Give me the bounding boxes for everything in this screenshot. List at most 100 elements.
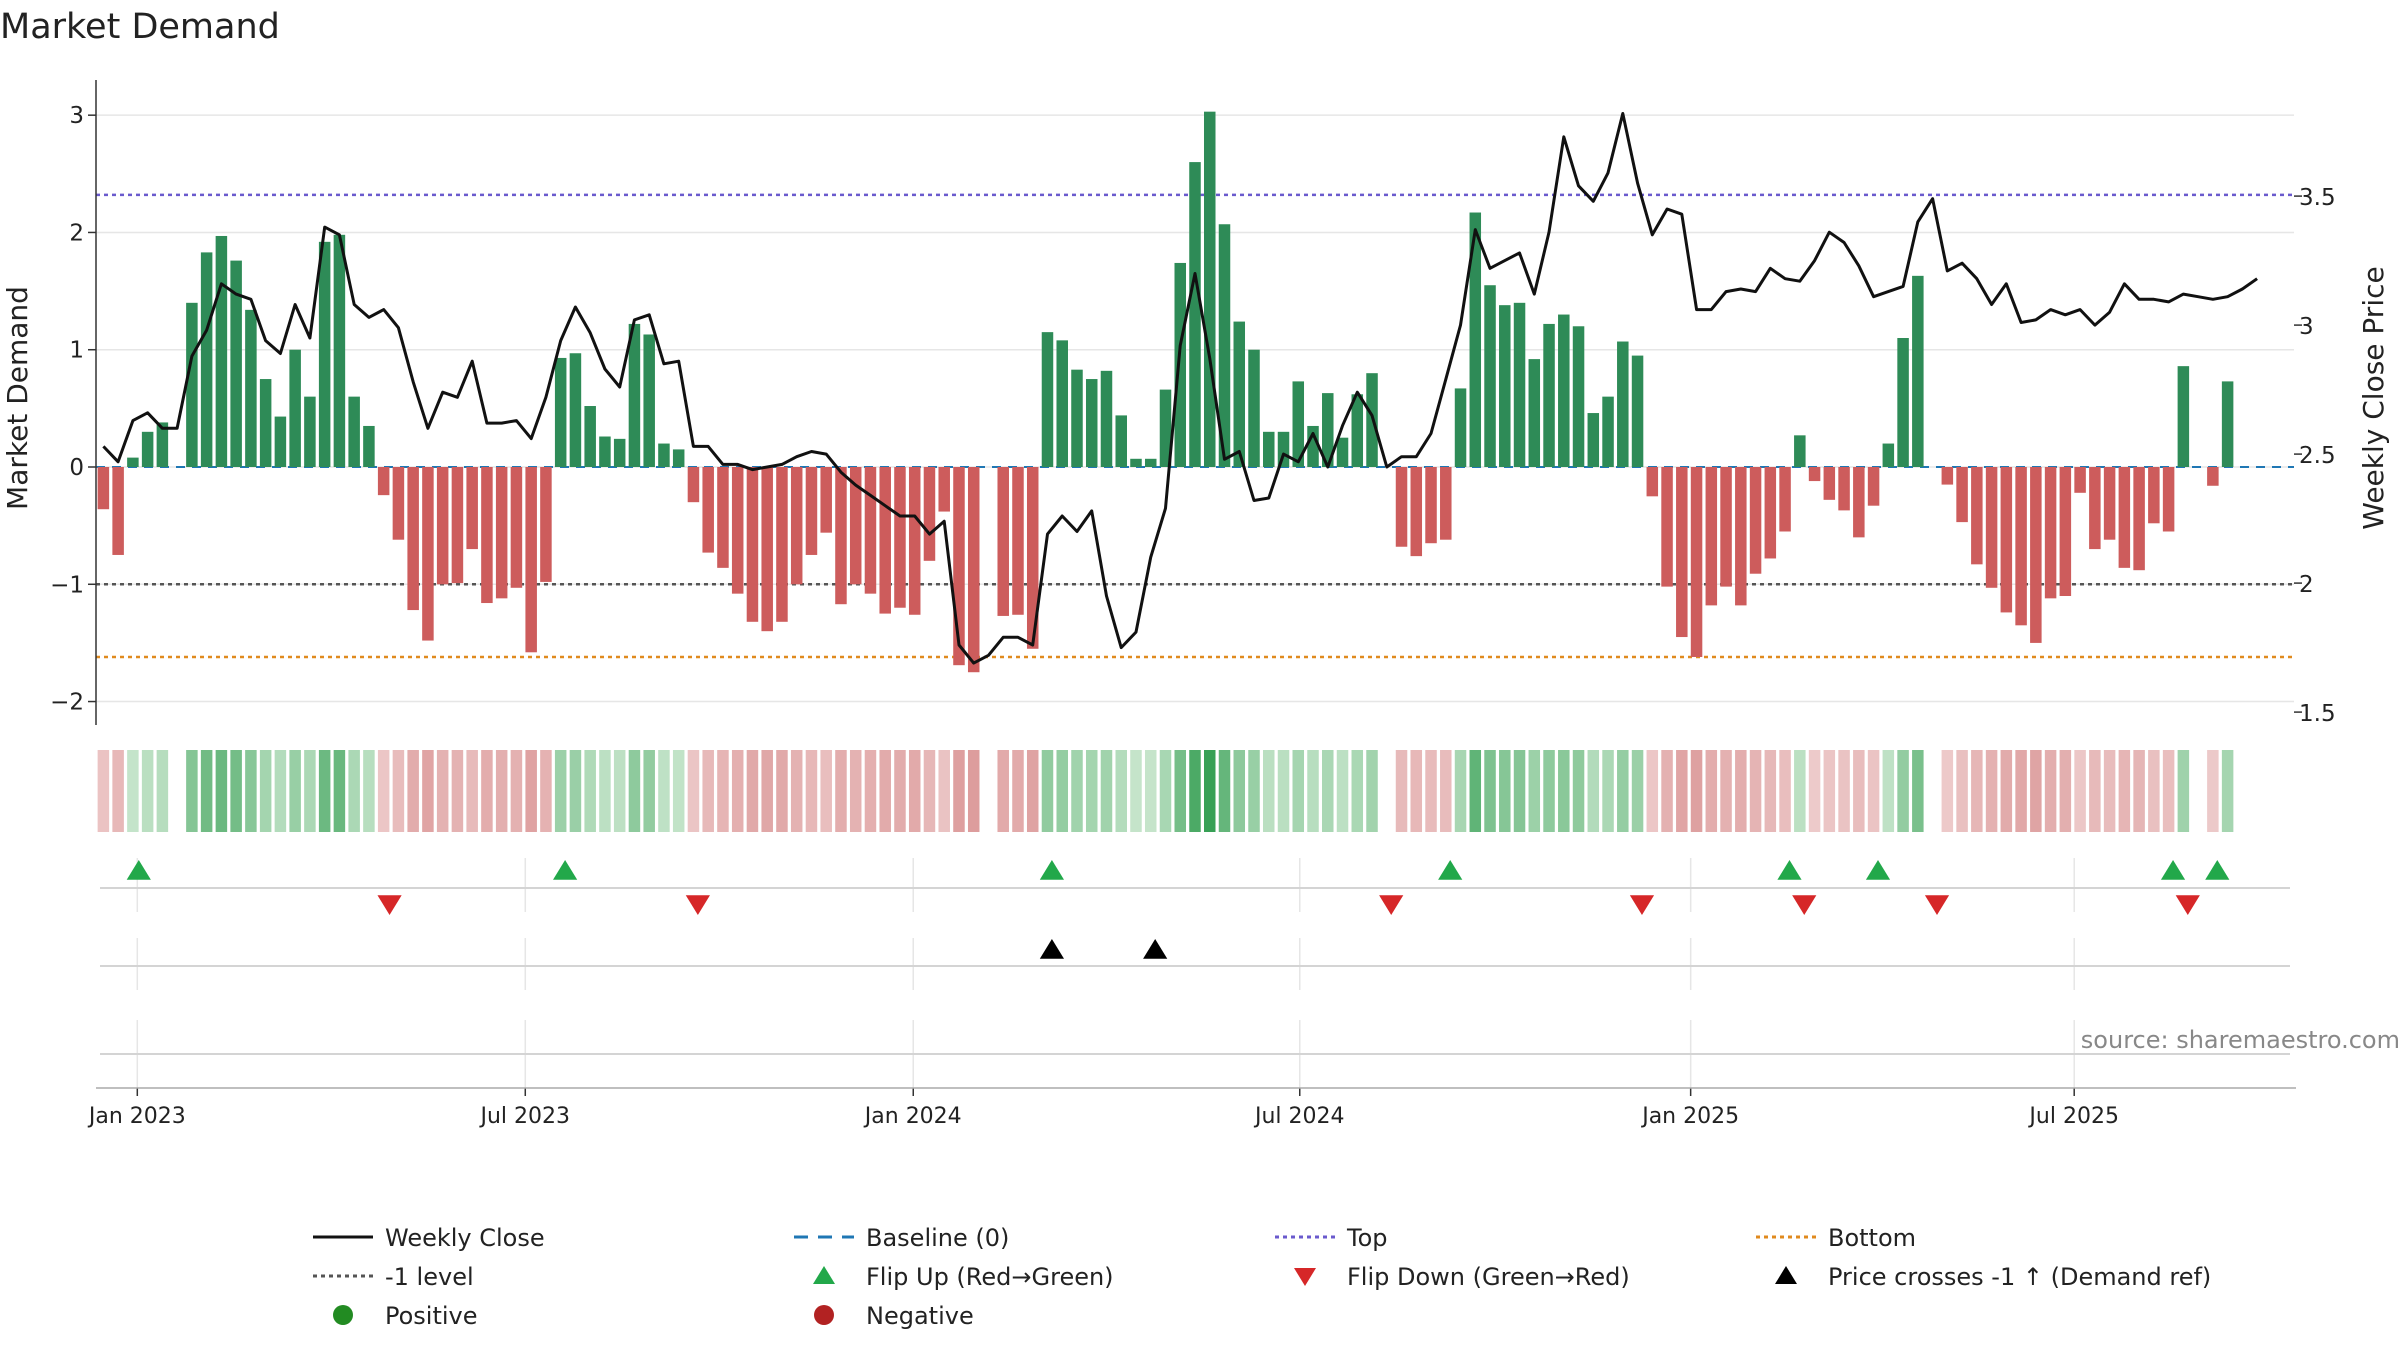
legend-item: Top	[1275, 1224, 1388, 1252]
heat-cell	[776, 750, 788, 832]
legend-item: Price crosses -1 ↑ (Demand ref)	[1775, 1263, 2211, 1291]
legend-label: Top	[1346, 1224, 1388, 1252]
heat-cell	[245, 750, 257, 832]
demand-bar-negative	[746, 467, 759, 622]
heat-cell	[186, 750, 198, 832]
demand-bar-positive	[643, 334, 655, 467]
heat-cell	[554, 750, 567, 832]
heat-cell	[1026, 750, 1039, 832]
heat-cell	[658, 750, 670, 832]
legend-label: Baseline (0)	[866, 1224, 1009, 1252]
heat-cell	[230, 750, 242, 832]
demand-bar-negative	[1838, 467, 1850, 511]
heat-cell	[495, 750, 508, 832]
demand-bar-negative	[1853, 467, 1865, 538]
legend-label: Weekly Close	[385, 1224, 545, 1252]
demand-bar-negative	[2074, 467, 2086, 493]
demand-bar-negative	[1661, 467, 1673, 587]
legend-label: Flip Down (Green→Red)	[1347, 1263, 1630, 1291]
heat-cell	[540, 750, 552, 832]
heat-cell	[1838, 750, 1850, 832]
legend-swatch	[1775, 1266, 1797, 1284]
demand-bar-negative	[967, 467, 980, 673]
demand-bar-positive	[628, 323, 641, 467]
heat-cell	[967, 750, 980, 832]
demand-bar-positive	[127, 457, 139, 467]
heat-cell	[1808, 750, 1821, 832]
heat-cell	[687, 750, 700, 832]
heat-cell	[466, 750, 478, 832]
right-tick-label: 2.5	[2299, 443, 2336, 469]
demand-bar-positive	[1174, 262, 1187, 467]
heat-cell	[348, 750, 360, 832]
event-markers	[100, 860, 2290, 1055]
demand-bar-negative	[2162, 467, 2175, 532]
right-axis-label: Weekly Close Price	[2357, 266, 2390, 529]
demand-bar-negative	[1956, 467, 1968, 523]
heat-cell	[1484, 750, 1496, 832]
demand-bar-negative	[805, 467, 818, 555]
demand-heat-strip	[97, 750, 2234, 832]
legend-label: Negative	[866, 1302, 974, 1330]
heat-cell	[1513, 750, 1526, 832]
demand-bar-positive	[1882, 443, 1895, 467]
demand-bar-positive	[1218, 224, 1231, 467]
demand-bar-negative	[1735, 467, 1747, 606]
demand-bar-positive	[1351, 394, 1364, 467]
demand-bar-negative	[392, 467, 405, 540]
heat-cell	[1041, 750, 1054, 832]
heat-cell	[1159, 750, 1172, 832]
demand-bar-positive	[215, 235, 228, 467]
flip-down-marker	[685, 895, 710, 915]
heat-cell	[2030, 750, 2042, 832]
heat-cell	[1749, 750, 1762, 832]
legend-label: Price crosses -1 ↑ (Demand ref)	[1828, 1263, 2211, 1291]
left-tick-label: 2	[69, 220, 84, 246]
heat-cell	[731, 750, 744, 832]
flip-up-marker	[1438, 860, 1463, 880]
demand-bar-negative	[923, 467, 936, 561]
demand-bar-negative	[894, 467, 906, 608]
chart-title: Market Demand	[0, 7, 280, 47]
legend: Weekly Close Baseline (0) Top Bottom -1 leve…	[313, 1224, 2211, 1330]
demand-bar-negative	[849, 467, 862, 585]
demand-bar-positive	[584, 406, 596, 467]
demand-bar-positive	[1100, 370, 1113, 467]
demand-bar-positive	[1263, 431, 1275, 467]
heat-cell	[481, 750, 493, 832]
heat-cell	[1971, 750, 1983, 832]
heat-cell	[643, 750, 655, 832]
heat-cell	[215, 750, 228, 832]
heat-cell	[363, 750, 375, 832]
legend-item: Baseline (0)	[794, 1224, 1009, 1252]
heat-cell	[451, 750, 464, 832]
demand-bar-positive	[1499, 305, 1511, 467]
demand-bar-positive	[141, 431, 154, 467]
heat-cell	[156, 750, 169, 832]
legend-item: Flip Up (Red→Green)	[813, 1263, 1114, 1291]
heat-cell	[2133, 750, 2145, 832]
flip-down-marker	[1629, 895, 1655, 915]
demand-bar-negative	[1026, 467, 1039, 649]
heat-cell	[1440, 750, 1452, 832]
demand-bar-positive	[2221, 381, 2234, 467]
weekly-close-line	[102, 112, 2258, 665]
heat-cell	[761, 750, 773, 832]
demand-bar-positive	[274, 416, 287, 467]
heat-cell	[304, 750, 316, 832]
demand-bar-negative	[540, 467, 552, 582]
heat-cell	[938, 750, 950, 832]
demand-bar-positive	[333, 234, 346, 467]
heat-cell	[1617, 750, 1629, 832]
heat-cell	[672, 750, 685, 832]
heat-cell	[1985, 750, 1998, 832]
heat-cell	[1277, 750, 1290, 832]
demand-bar-positive	[1617, 341, 1629, 467]
heat-cell	[923, 750, 936, 832]
flip-up-marker	[2160, 860, 2186, 880]
heat-cell	[2177, 750, 2190, 832]
x-tick-label: Jan 2023	[87, 1104, 186, 1129]
right-tick-label: 2	[2299, 572, 2314, 598]
demand-bar-negative	[1941, 467, 1954, 485]
